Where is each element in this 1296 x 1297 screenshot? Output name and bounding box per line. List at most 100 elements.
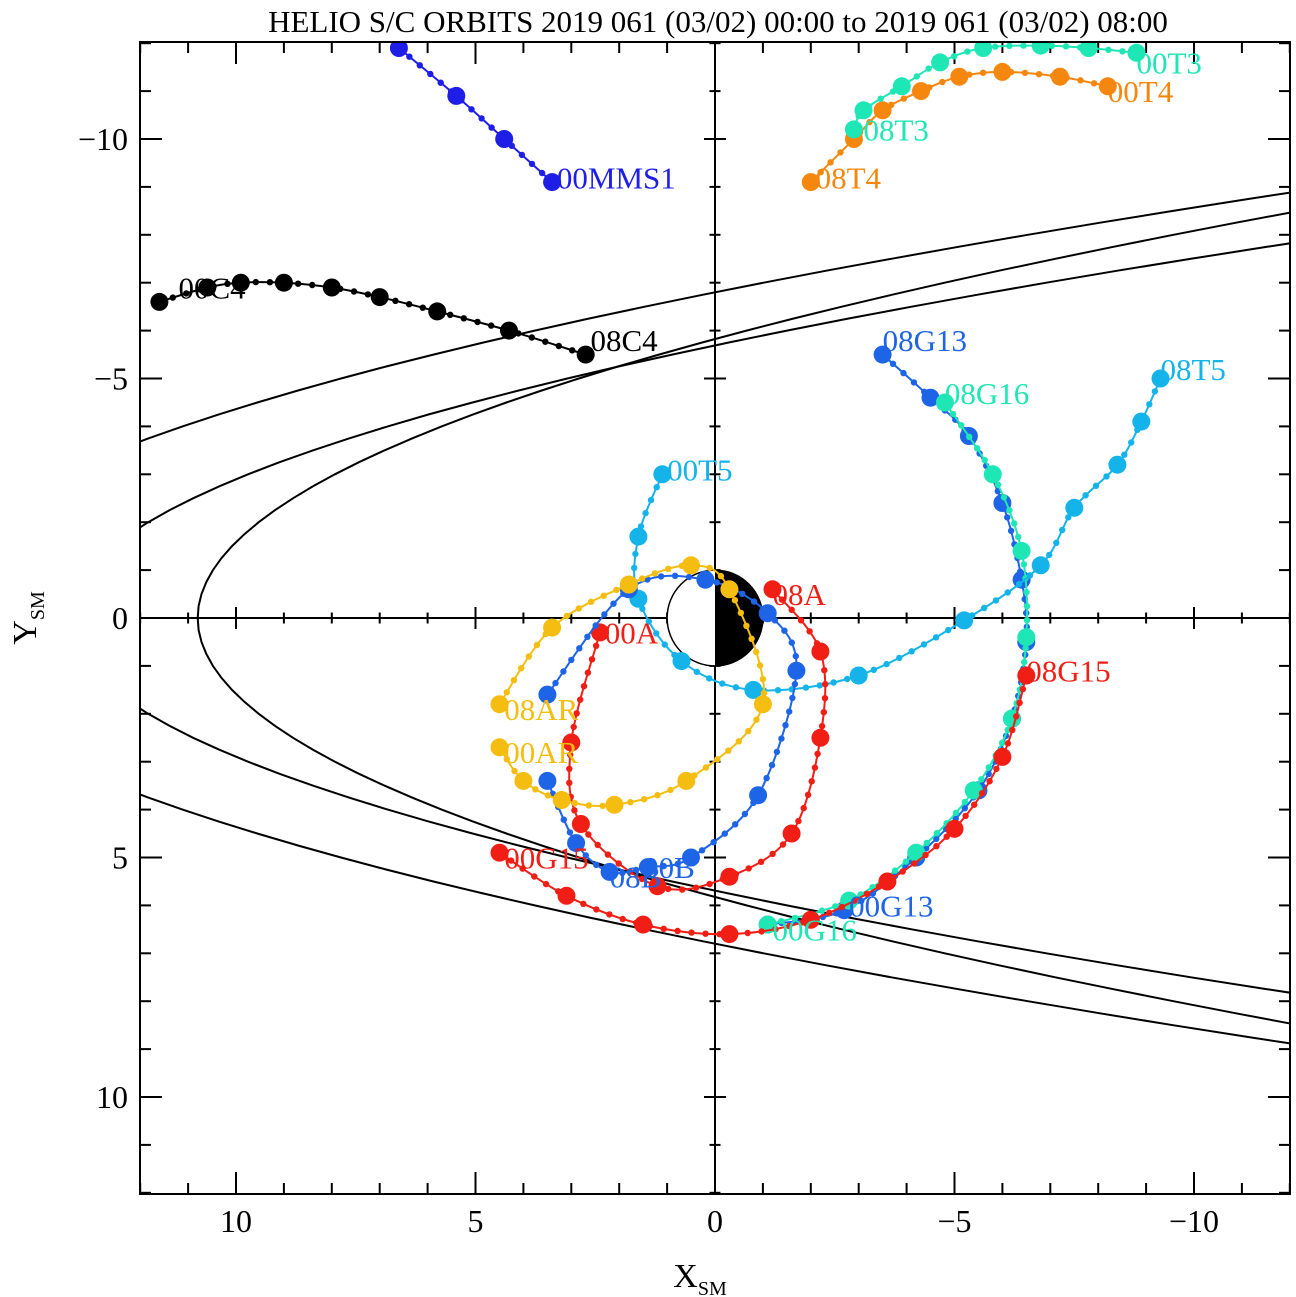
series-g16-minor-point [832,903,839,910]
series-a-point [720,867,739,886]
series-b-point [696,570,715,589]
series-ar-minor-point [503,689,510,696]
series-a-minor-point [585,831,592,838]
series-t4-minor-point [1077,77,1084,84]
series-t5-point [672,652,691,671]
series-t5-minor-point [1046,551,1053,559]
orbit-label-00t3: 00T3 [1137,45,1202,80]
series-g13-minor-point [900,369,907,377]
series-g16-minor-point [1020,658,1028,666]
series-a-minor-point [706,880,713,888]
series-g16-minor-point [933,830,941,837]
series-g15-minor-point [1004,740,1012,747]
series-g15-minor-point [986,778,993,785]
series-c4-minor-point [474,318,481,326]
series-g16-minor-point [818,907,826,914]
y-tick-label: 0 [112,600,128,636]
series-b-minor-point [685,573,693,581]
series-g16 [758,393,1036,934]
series-a-minor-point [814,750,821,757]
series-t5-point [1108,455,1127,474]
x-tick-label: 10 [220,1203,252,1239]
series-a-point [648,877,667,896]
series-ar-minor-point [702,764,710,771]
series-g13-line [767,353,1028,926]
series-b-minor-point [632,866,640,874]
series-g15-minor-point [1016,699,1023,706]
series-t4-minor-point [1035,71,1043,78]
y-axis-label-main: Y [7,620,44,645]
orbit-label-08g16: 08G16 [945,376,1029,411]
orbit-label-00g15: 00G15 [504,841,588,876]
series-t5-minor-point [802,684,810,691]
series-b-minor-point [786,708,793,715]
series-mms1-point [495,130,514,148]
series-t3-minor-point [1119,48,1126,55]
series-g16-point [1012,541,1031,560]
series-ar-minor-point [532,786,539,793]
series-c4-minor-point [169,294,176,301]
series-g15-minor-point [978,790,986,797]
series-c4-minor-point [252,278,259,286]
x-tick-label: 5 [468,1203,484,1239]
series-mms1-minor-point [416,62,423,69]
series-t4-point [1098,77,1117,96]
series-ar-point [543,618,562,637]
series-ar-minor-point [737,609,745,617]
series-t5-minor-point [816,682,823,689]
series-t4-minor-point [979,69,987,76]
series-t3-point [1127,43,1146,62]
series-g15-point [993,747,1012,766]
series-g15-minor-point [851,897,858,904]
series-b-point [682,848,700,867]
series-b-minor-point [671,572,679,579]
series-t3-point [892,77,911,96]
series-ar-point [552,791,571,809]
series-ar-minor-point [753,716,760,723]
series-t5-minor-point [632,550,639,558]
series-a-minor-point [769,850,776,858]
series-t3-point [854,101,873,120]
series-t5-minor-point [645,618,652,625]
series-ar-minor-point [760,689,768,697]
series-b-minor-point [741,810,749,818]
series-mms1-minor-point [406,53,413,60]
series-t3-point [974,42,993,57]
series-g16-minor-point [1004,726,1011,734]
series-a-minor-point [566,765,573,772]
orbit-label-00a: 00A [605,615,659,650]
series-t5-minor-point [653,484,660,491]
x-tick-label: −10 [1169,1203,1219,1239]
series-b-minor-point [698,847,706,854]
series-g16-point [1017,628,1036,647]
series-b-minor-point [739,590,746,597]
series-g15-minor-point [619,915,626,923]
series-ar-minor-point [667,786,674,794]
series-c4-minor-point [224,280,231,287]
series-ar-minor-point [748,635,755,642]
series-ar-minor-point [587,598,595,605]
series-t4-point [1050,67,1069,86]
series-ar-minor-point [638,575,646,582]
series-t5-minor-point [1059,526,1066,534]
series-mms1-minor-point [518,151,526,159]
series-ar-minor-point [613,586,620,594]
series-t3-minor-point [925,65,932,72]
series-g15-minor-point [674,927,681,935]
series-g15-point [720,925,739,944]
series-t3-minor-point [913,73,920,80]
series-ar-minor-point [511,767,518,775]
series-g15-minor-point [580,900,587,907]
series-ar-minor-point [600,592,607,599]
series-g15-minor-point [933,843,940,850]
series-t5-minor-point [642,509,649,517]
series-g16-minor-point [1015,533,1022,541]
series-g16-minor-point [1000,494,1008,501]
series-a-minor-point [584,669,592,676]
series-t5-point [1031,556,1050,575]
series-b-minor-point [789,694,796,702]
series-ar-minor-point [759,676,767,683]
series-c4-minor-point [528,334,535,341]
series-g15-minor-point [838,903,846,911]
